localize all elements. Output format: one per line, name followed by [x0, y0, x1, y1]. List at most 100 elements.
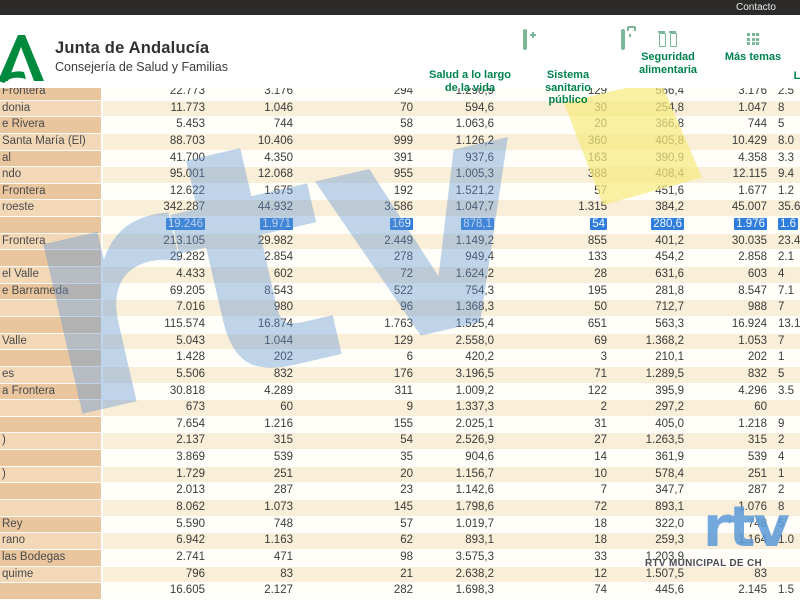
- row-name-cell: ): [0, 466, 103, 484]
- value-cell: 8: [772, 100, 800, 118]
- value-cell: 23: [298, 483, 418, 501]
- value-cell: 1.047,7: [418, 200, 499, 218]
- value-cell: 315: [689, 433, 772, 451]
- table-row[interactable]: e Rivera 5.453 744 58 1.063,6 20 366,8 744 5: [0, 117, 800, 134]
- table-row[interactable]: 115.574 16.874 1.763 1.525,4 651 563,3 16.924 1…: [0, 316, 800, 334]
- value-cell: 315: [210, 433, 298, 451]
- nav-item-clipped[interactable]: L: [742, 29, 800, 83]
- value-cell: 673: [103, 400, 210, 417]
- value-cell: 13.1: [772, 316, 800, 334]
- value-cell: 1.046: [210, 100, 298, 118]
- value-cell: 3.176: [689, 84, 772, 101]
- nav-item-seguridad-alimentaria[interactable]: Seguridad alimentaria: [613, 29, 723, 76]
- value-cell: 54: [298, 433, 418, 451]
- table-row[interactable]: a Frontera 30.818 4.289 311 1.009,2 122 395,9 4…: [0, 383, 800, 401]
- table-row[interactable]: 16.605 2.127 282 1.698,3 74 445,6 2.145 1.5: [0, 583, 800, 600]
- row-name-cell: [0, 416, 103, 434]
- value-cell: 11.773: [103, 100, 210, 118]
- value-cell: 1.019,7: [418, 516, 499, 534]
- table-row[interactable]: ) 1.729 251 20 1.156,7 10 578,4 251 1: [0, 466, 800, 484]
- value-cell: 169: [298, 217, 418, 234]
- row-name-cell: e Rivera: [0, 117, 103, 134]
- value-cell: 74: [499, 583, 612, 600]
- value-cell: 3.869: [103, 450, 210, 467]
- table-row[interactable]: Rey 5.590 748 57 1.019,7 18 322,0 748 5: [0, 516, 800, 534]
- table-row[interactable]: ndo 95.001 12.068 955 1.005,3 388 408,4 12.115 9…: [0, 167, 800, 184]
- table-row[interactable]: donia 11.773 1.046 70 594,6 30 254,8 1.047 8: [0, 100, 800, 118]
- value-cell: 98: [298, 549, 418, 567]
- value-cell: 2.858: [689, 250, 772, 268]
- table-row[interactable]: ) 2.137 315 54 2.526,9 27 1.263,5 315 2: [0, 433, 800, 451]
- value-cell: 1.005,3: [418, 167, 499, 184]
- value-cell: 88.703: [103, 133, 210, 151]
- value-cell: 361,9: [612, 450, 689, 467]
- value-cell: 4.296: [689, 383, 772, 401]
- value-cell: 360: [499, 133, 612, 151]
- value-cell: 3.196,5: [418, 366, 499, 384]
- value-cell: 8.0: [772, 133, 800, 151]
- value-cell: 58: [298, 117, 418, 134]
- table-row[interactable]: Valle 5.043 1.044 129 2.558,0 69 1.368,2 1.053 7: [0, 333, 800, 351]
- value-cell: 7.1: [772, 283, 800, 301]
- value-cell: 347,7: [612, 483, 689, 501]
- value-cell: 18: [499, 516, 612, 534]
- value-cell: 1.521,2: [418, 183, 499, 201]
- table-row[interactable]: roeste 342.287 44.932 3.586 1.047,7 1.315 384,…: [0, 200, 800, 218]
- value-cell: 1.2: [772, 183, 800, 201]
- value-cell: 60: [689, 400, 772, 417]
- value-cell: 1.156,7: [418, 466, 499, 484]
- value-cell: 30.035: [689, 233, 772, 251]
- value-cell: 405,0: [612, 416, 689, 434]
- value-cell: 1.053: [689, 333, 772, 351]
- table-row[interactable]: es 5.506 832 176 3.196,5 71 1.289,5 832 5: [0, 366, 800, 384]
- value-cell: 282: [298, 583, 418, 600]
- value-cell: 7: [772, 333, 800, 351]
- table-row[interactable]: 8.062 1.073 145 1.798,6 72 893,1 1.076 8: [0, 500, 800, 517]
- selected-value: 878,1: [461, 218, 494, 231]
- table-row[interactable]: Frontera 213.105 29.982 2.449 1.149,2 855 401,…: [0, 233, 800, 251]
- table-row[interactable]: 29.282 2.854 278 949,4 133 454,2 2.858 2.1: [0, 250, 800, 268]
- table-row[interactable]: 1.428 202 6 420,2 3 210,1 202 1: [0, 350, 800, 367]
- nav-item-sistema-sanitario[interactable]: Sistema sanitario público: [513, 29, 625, 107]
- table-row[interactable]: 3.869 539 35 904,6 14 361,9 539 4: [0, 450, 800, 467]
- nav-item-salud-vida[interactable]: Salud a lo largo de la vida: [415, 29, 527, 94]
- selected-value: 54: [590, 218, 607, 231]
- value-cell: 12.622: [103, 183, 210, 201]
- selected-value: 19.246: [165, 218, 205, 231]
- value-cell: 651: [499, 316, 612, 334]
- table-row[interactable]: 7.654 1.216 155 2.025,1 31 405,0 1.218 9: [0, 416, 800, 434]
- table-row[interactable]: 7.016 980 96 1.368,3 50 712,7 988 7: [0, 300, 800, 317]
- table-row[interactable]: Frontera 12.622 1.675 192 1.521,2 57 451,6 1.67…: [0, 183, 800, 201]
- value-cell: 6.942: [103, 533, 210, 550]
- table-row[interactable]: 673 60 9 1.337,3 2 297,2 60: [0, 400, 800, 417]
- table-row[interactable]: rano 6.942 1.163 62 893,1 18 259,3 1.164 1.0: [0, 533, 800, 550]
- table-row[interactable]: Santa María (El) 88.703 10.406 999 1.126,2 36…: [0, 133, 800, 151]
- value-cell: 1.698,3: [418, 583, 499, 600]
- value-cell: 712,7: [612, 300, 689, 317]
- table-row[interactable]: el Valle 4.433 602 72 1.624,2 28 631,6 603 4: [0, 267, 800, 284]
- value-cell: 3.5: [772, 383, 800, 401]
- nav-item-mas-temas[interactable]: Más temas: [698, 29, 800, 64]
- junta-andalucia-logo-icon[interactable]: [0, 31, 46, 85]
- value-cell: 195: [499, 283, 612, 301]
- selected-value: 169: [389, 218, 413, 231]
- brand-block: Junta de Andalucía Consejería de Salud y…: [55, 39, 228, 74]
- value-cell: 1.507,5: [612, 566, 689, 584]
- value-cell: 27: [499, 433, 612, 451]
- table-row[interactable]: 2.013 287 23 1.142,6 7 347,7 287 2: [0, 483, 800, 501]
- value-cell: 563,3: [612, 316, 689, 334]
- value-cell: 388: [499, 167, 612, 184]
- value-cell: 1.047: [689, 100, 772, 118]
- value-cell: 8.543: [210, 283, 298, 301]
- table-row[interactable]: quime 796 83 21 2.638,2 12 1.507,5 83: [0, 566, 800, 584]
- contact-link[interactable]: Contacto: [735, 2, 776, 13]
- table-row[interactable]: 19.246 1.971 169 878,1 54 280,6 1.976 1.6: [0, 217, 800, 234]
- value-cell: 5: [772, 516, 800, 534]
- value-cell: 213.105: [103, 233, 210, 251]
- value-cell: 1.624,2: [418, 267, 499, 284]
- table-row[interactable]: las Bodegas 2.741 471 98 3.575,3 33 1.203,9: [0, 549, 800, 567]
- row-name-cell: Santa María (El): [0, 133, 103, 151]
- table-row[interactable]: al 41.700 4.350 391 937,6 163 390,9 4.358 3.3: [0, 150, 800, 168]
- table-row[interactable]: e Barrameda 69.205 8.543 522 754,3 195 281,8 8.…: [0, 283, 800, 301]
- value-cell: 202: [210, 350, 298, 367]
